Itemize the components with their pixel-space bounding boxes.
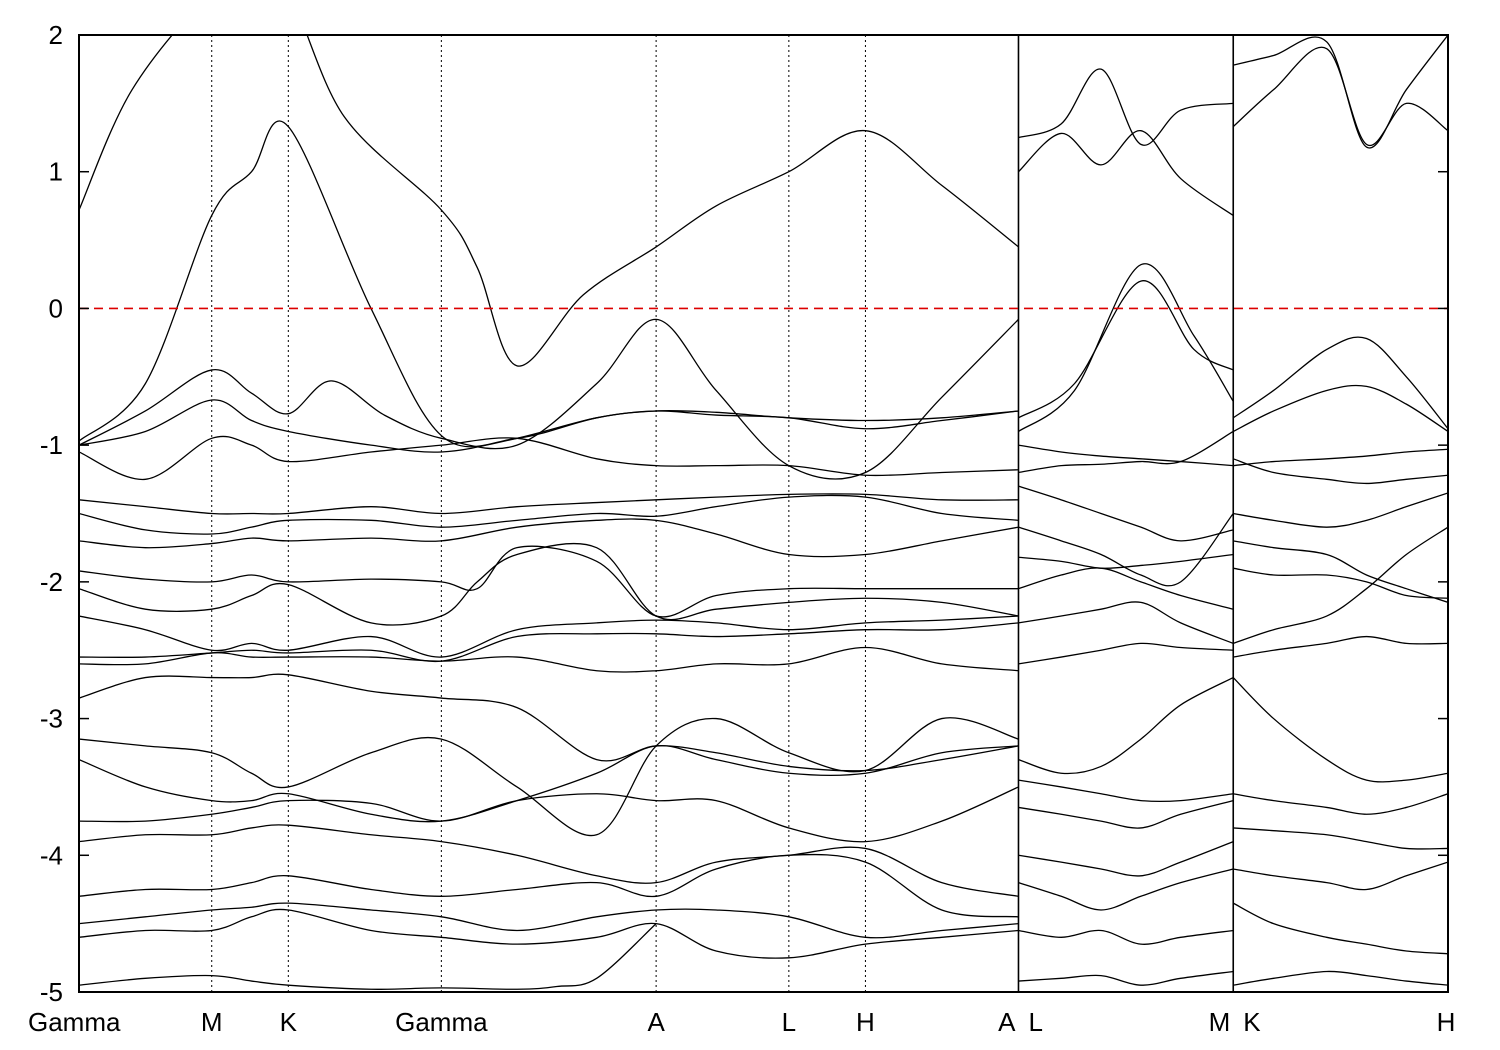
x-tick-label: L (1028, 1007, 1042, 1037)
band-line-26 (1018, 444, 1234, 467)
band-line-40 (1018, 970, 1234, 986)
y-tick-label: -1 (40, 430, 63, 460)
y-tick-label: -4 (40, 840, 63, 870)
band-line-33 (1018, 642, 1234, 665)
band-line-20 (79, 908, 1019, 959)
x-tick-label: M (201, 1007, 223, 1037)
x-tick-label: K (280, 1007, 298, 1037)
band-line-47 (1233, 492, 1448, 528)
band-line-23 (1018, 263, 1234, 433)
band-line-12 (79, 646, 1019, 673)
band-line-52 (1232, 677, 1448, 783)
band-line-37 (1018, 841, 1234, 877)
band-line-46 (1233, 448, 1448, 467)
band-line-13 (79, 673, 1019, 772)
band-line-42 (1232, 384, 1448, 433)
band-line-44 (1233, 35, 1448, 149)
band-line-36 (1018, 799, 1234, 829)
band-line-10 (79, 615, 1019, 658)
y-tick-label: 2 (49, 20, 63, 50)
band-line-53 (1233, 793, 1448, 815)
x-tick-label: A (647, 1007, 665, 1037)
band-line-34 (1018, 676, 1234, 775)
band-line-22 (1018, 280, 1234, 419)
band-line-19 (79, 902, 1019, 939)
x-tick-label: H (856, 1007, 875, 1037)
band-line-8 (79, 545, 1019, 618)
band-line-28 (1018, 485, 1234, 542)
band-line-0 (79, 120, 1019, 448)
band-line-30 (1018, 553, 1234, 569)
band-line-18 (79, 853, 1019, 918)
band-line-11 (79, 622, 1019, 663)
band-line-2 (79, 318, 1019, 480)
y-tick-label: -3 (40, 704, 63, 734)
y-tick-label: -5 (40, 977, 63, 1007)
x-tick-label: Gamma (28, 1007, 121, 1037)
band-line-49 (1233, 567, 1448, 599)
band-line-57 (1233, 970, 1448, 986)
band-line-55 (1233, 861, 1448, 891)
x-tick-label: M (1209, 1007, 1231, 1037)
band-lines (79, 35, 1448, 990)
y-tick-label: 1 (49, 157, 63, 187)
band-line-1 (79, 35, 1019, 367)
band-line-32 (1018, 601, 1234, 644)
plot-frame (78, 34, 1449, 993)
band-line-21 (79, 923, 657, 990)
band-line-6 (79, 494, 1019, 535)
band-line-29 (1018, 513, 1234, 587)
band-line-54 (1233, 827, 1448, 850)
band-line-25 (1018, 130, 1234, 216)
band-line-7 (79, 518, 1019, 558)
band-line-16 (79, 786, 1019, 843)
band-line-5 (79, 493, 1019, 515)
band-line-56 (1232, 902, 1448, 955)
x-axis: Gamma M K Gamma A L H A L M K H (28, 1007, 1455, 1037)
band-line-9 (79, 542, 1019, 626)
y-tick-label: -2 (40, 567, 63, 597)
x-tick-label: Gamma (395, 1007, 488, 1037)
band-line-27 (1018, 430, 1234, 474)
band-line-38 (1018, 868, 1234, 911)
band-line-45 (1233, 458, 1448, 485)
band-line-51 (1233, 635, 1448, 658)
x-tick-label: A (998, 1007, 1016, 1037)
band-line-50 (1233, 526, 1448, 644)
high-symmetry-lines (211, 35, 1235, 992)
band-line-31 (1018, 567, 1234, 610)
x-tick-label: L (782, 1007, 796, 1037)
band-line-39 (1018, 929, 1234, 945)
band-line-4 (79, 435, 1019, 480)
y-tick-label: 0 (49, 293, 63, 323)
x-tick-label: K (1243, 1007, 1261, 1037)
band-line-43 (1232, 46, 1448, 147)
band-line-15 (79, 745, 1019, 823)
band-line-48 (1233, 540, 1448, 603)
band-line-35 (1018, 779, 1234, 803)
x-tick-label: H (1437, 1007, 1456, 1037)
band-line-14 (79, 717, 1019, 837)
band-line-17 (79, 824, 1019, 897)
band-line-41 (1232, 336, 1448, 430)
band-line-24 (1018, 68, 1234, 146)
